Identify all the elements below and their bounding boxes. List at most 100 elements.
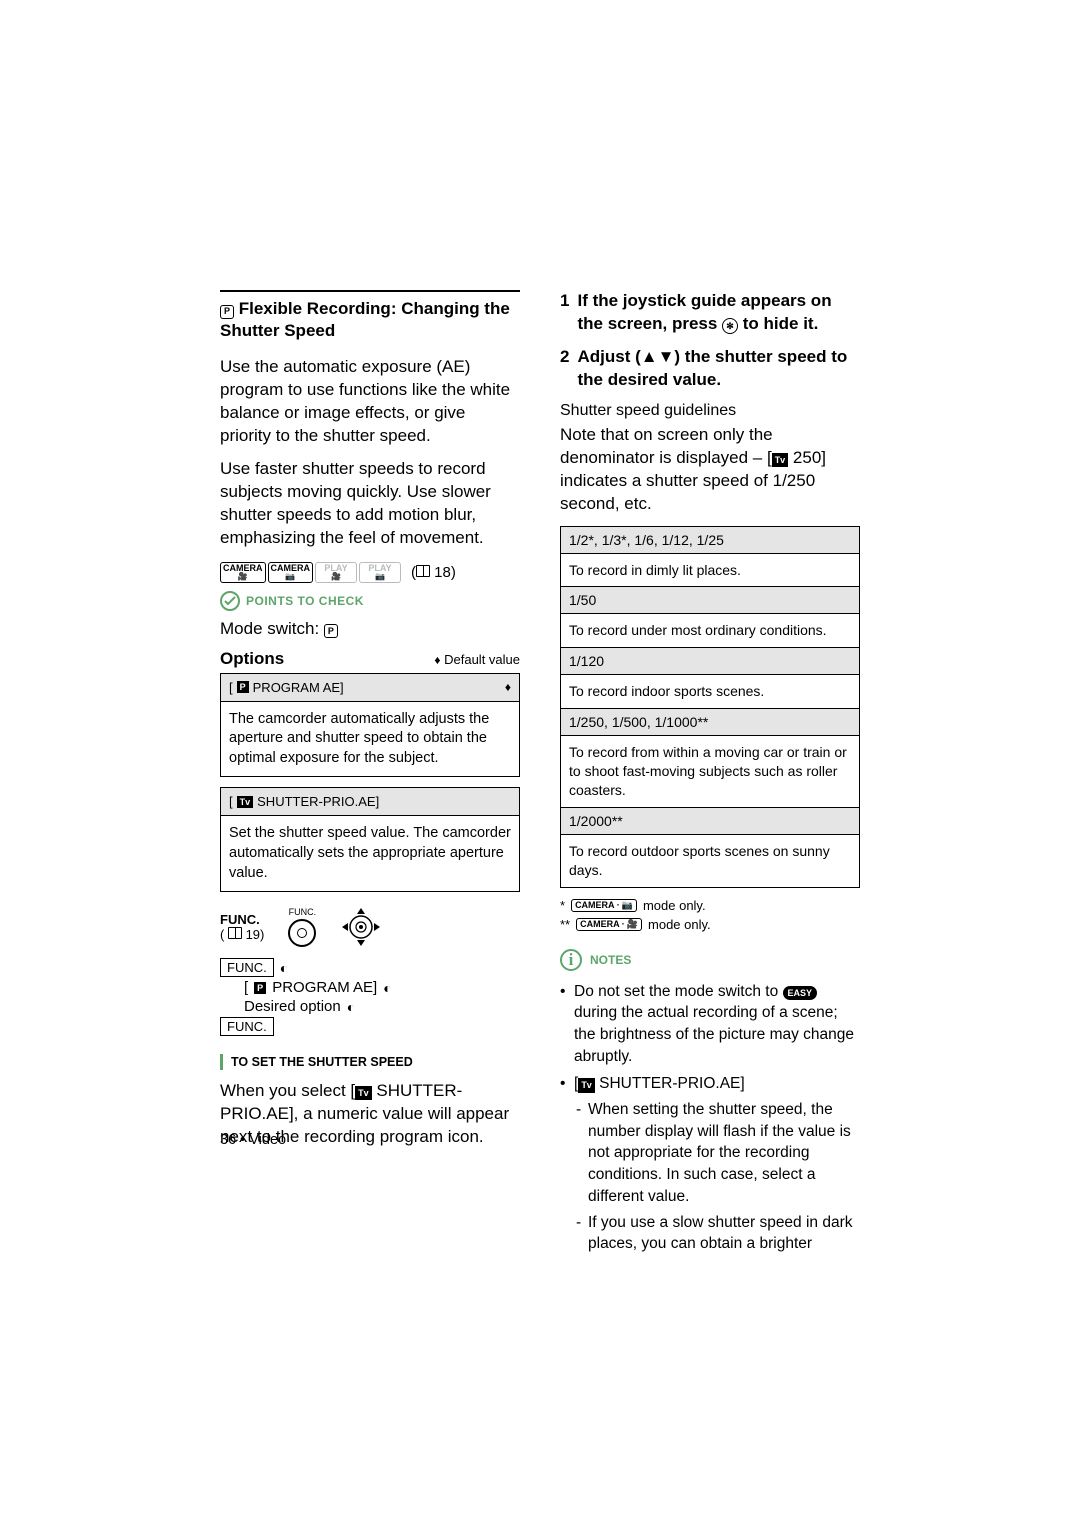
section-rule [220,290,520,292]
table-row-head: 1/120 [561,647,859,675]
table-row-body: To record in dimly lit places. [561,554,859,587]
subhead-set-shutter: TO SET THE SHUTTER SPEED [220,1054,520,1070]
play-video-mode-icon: PLAY🎥 [315,562,357,583]
left-column: P Flexible Recording: Changing the Shutt… [220,290,520,1261]
table-row-head: 1/250, 1/500, 1/1000** [561,708,859,736]
func-small-label: FUNC. [288,907,316,917]
p-mode-icon: P [220,305,234,319]
note-2-dash-2: If you use a slow shutter speed in dark … [574,1212,860,1255]
notes-header: i NOTES [560,949,860,971]
footnote-1-text: mode only. [643,896,706,916]
points-to-check-row: POINTS TO CHECK [220,591,520,611]
easy-mode-icon: EASY [783,986,818,1001]
tv-icon: Tv [355,1086,372,1100]
section-title: P Flexible Recording: Changing the Shutt… [220,298,520,342]
func-button-graphic: FUNC. [288,907,316,947]
note-item-1: Do not set the mode switch to EASY durin… [560,981,860,1068]
right-column: 1 If the joystick guide appears on the s… [560,290,860,1261]
footnote-2-text: mode only. [648,915,711,935]
footnote-star: ** [560,915,570,935]
default-value-label: ♦ Default value [434,652,520,667]
option-shutter-prio-title: SHUTTER-PRIO.AE] [257,794,379,809]
points-to-check-label: POINTS TO CHECK [246,594,364,608]
section-title-text: Flexible Recording: Changing the Shutter… [220,299,510,340]
proceed-icon: ◐ [347,999,355,1015]
shutter-speed-table: 1/2*, 1/3*, 1/6, 1/12, 1/25 To record in… [560,526,860,888]
table-row-body: To record from within a moving car or tr… [561,736,859,807]
subhead-text: TO SET THE SHUTTER SPEED [231,1055,413,1069]
note-1-text-a: Do not set the mode switch to [574,983,783,1000]
table-row-head: 1/2*, 1/3*, 1/6, 1/12, 1/25 [561,527,859,554]
page: P Flexible Recording: Changing the Shutt… [0,0,1080,1341]
func-label-block: FUNC. ( 19) [220,912,264,942]
flow-line-1: FUNC. ◐ [220,958,520,977]
p-mode-small-icon: P [324,624,338,638]
option-shutter-prio: [Tv SHUTTER-PRIO.AE] Set the shutter spe… [220,787,520,892]
flow-desired-option: Desired option [244,998,341,1015]
func-ring-icon [288,919,316,947]
note-2-dash-1: When setting the shutter speed, the numb… [574,1099,860,1207]
subhead-accent-bar [220,1054,223,1070]
note-1-text-b: during the actual recording of a scene; … [574,1004,854,1064]
option-shutter-prio-header: [Tv SHUTTER-PRIO.AE] [221,788,519,816]
flow-line-2: [P PROGRAM AE] ◐ [220,979,520,996]
flow-line-3: Desired option ◐ [220,998,520,1015]
flow-program-ae: PROGRAM AE] [272,979,377,996]
table-row-head: 1/2000** [561,807,859,835]
step-number: 1 [560,290,569,336]
page-ref-num: 18 [434,564,451,581]
up-down-icon: ▲▼ [641,347,675,366]
func-ref-num: 19 [246,927,260,942]
options-label: Options [220,649,284,669]
table-row-body: To record under most ordinary conditions… [561,614,859,647]
page-footer: 36 • Video [220,1132,286,1148]
guidelines-note: Note that on screen only the denominator… [560,424,860,516]
proceed-icon: ◐ [383,980,391,996]
func-bold: FUNC. [220,912,264,927]
options-header: Options ♦ Default value [220,649,520,669]
numbered-steps: 1 If the joystick guide appears on the s… [560,290,860,392]
footnote-1: * CAMERA · 📷 mode only. [560,896,860,916]
guidelines-title: Shutter speed guidelines [560,402,860,420]
option-shutter-prio-body: Set the shutter speed value. The camcord… [221,816,519,891]
option-program-ae-title: PROGRAM AE] [253,680,344,695]
func-ref: ( 19) [220,927,264,942]
footnote-star: * [560,896,565,916]
check-icon [220,591,240,611]
mode-switch-text: Mode switch: [220,619,319,638]
program-icon: P [254,982,266,994]
table-row-body: To record indoor sports scenes. [561,675,859,708]
footnote-2: ** CAMERA · 🎥 mode only. [560,915,860,935]
info-icon: i [560,949,582,971]
camera-photo-mode-icon: CAMERA · 📷 [571,899,637,912]
step-2: 2 Adjust (▲▼) the shutter speed to the d… [560,346,860,392]
flow-line-4: FUNC. [220,1017,520,1036]
page-ref: ( 18) [411,564,456,581]
note-2-head: SHUTTER-PRIO.AE] [599,1075,745,1092]
note-2-sublist: When setting the shutter speed, the numb… [574,1099,860,1255]
joystick-icon [340,906,382,948]
option-program-ae-header: [P PROGRAM AE] ♦ [221,674,519,702]
tv-icon: Tv [578,1078,595,1093]
tv-icon: Tv [237,796,254,808]
func-block: FUNC. ( 19) FUNC. [220,906,520,948]
tv-icon: Tv [772,453,789,467]
intro-para-1: Use the automatic exposure (AE) program … [220,356,520,448]
book-icon [228,927,242,939]
program-icon: P [237,681,249,693]
option-program-ae: [P PROGRAM AE] ♦ The camcorder automatic… [220,673,520,778]
footnotes: * CAMERA · 📷 mode only. ** CAMERA · 🎥 mo… [560,896,860,935]
table-row-head: 1/50 [561,586,859,614]
option-program-ae-body: The camcorder automatically adjusts the … [221,702,519,777]
proceed-icon: ◐ [280,960,288,976]
notes-list: Do not set the mode switch to EASY durin… [560,981,860,1255]
camera-video-mode-icon: CAMERA · 🎥 [576,918,642,931]
step-1: 1 If the joystick guide appears on the s… [560,290,860,336]
mode-indicator-row: CAMERA🎥 CAMERA📷 PLAY🎥 PLAY📷 ( 18) [220,562,520,583]
default-value-text: Default value [444,652,520,667]
func-button: FUNC. [220,1017,274,1036]
camera-video-mode-icon: CAMERA🎥 [220,562,266,583]
step-2-text: Adjust (▲▼) the shutter speed to the des… [577,346,860,392]
book-icon [416,565,430,577]
press-icon: ✻ [722,318,738,334]
